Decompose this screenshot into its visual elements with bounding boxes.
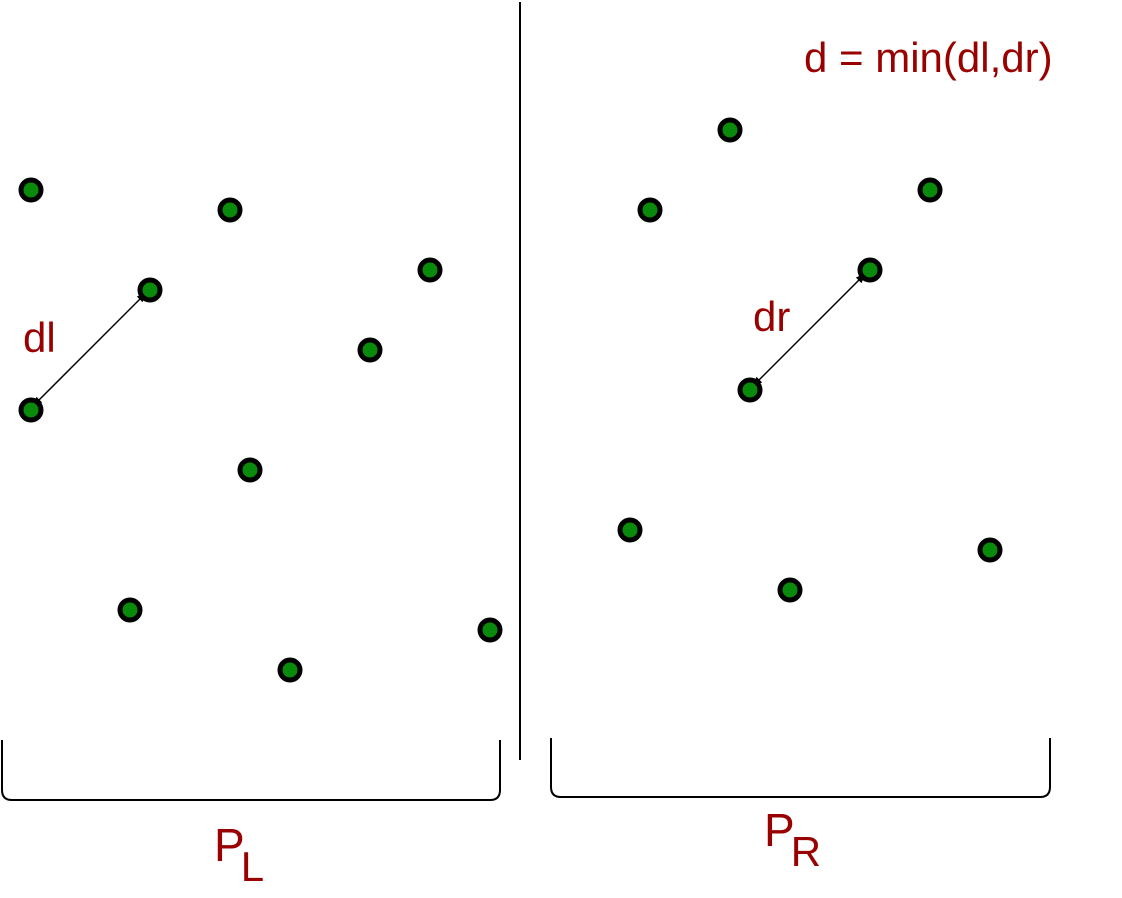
point [637, 197, 663, 223]
point [717, 117, 743, 143]
dr-label: dr [753, 293, 790, 340]
point [977, 537, 1003, 563]
point [18, 397, 44, 423]
point [917, 177, 943, 203]
point [737, 377, 763, 403]
pr-label: PR [764, 804, 821, 875]
pl-main: P [214, 819, 245, 871]
point [137, 277, 163, 303]
pl-sub: L [241, 843, 264, 890]
point [217, 197, 243, 223]
pr-sub: R [791, 828, 821, 875]
dl-arrow [32, 292, 147, 407]
point [617, 517, 643, 543]
right-brace [550, 738, 1051, 798]
point [277, 657, 303, 683]
pl-label: PL [214, 819, 264, 890]
point [777, 577, 803, 603]
dr-arrow [752, 273, 866, 387]
point [18, 177, 44, 203]
left-points [18, 177, 503, 683]
dl-label: dl [23, 314, 56, 361]
formula-label: d = min(dl,dr) [804, 34, 1053, 81]
point [237, 457, 263, 483]
point [417, 257, 443, 283]
pr-main: P [764, 804, 795, 856]
point [117, 597, 143, 623]
right-points [617, 117, 1003, 603]
left-brace [1, 740, 501, 801]
point [857, 257, 883, 283]
point [357, 337, 383, 363]
point [477, 617, 503, 643]
